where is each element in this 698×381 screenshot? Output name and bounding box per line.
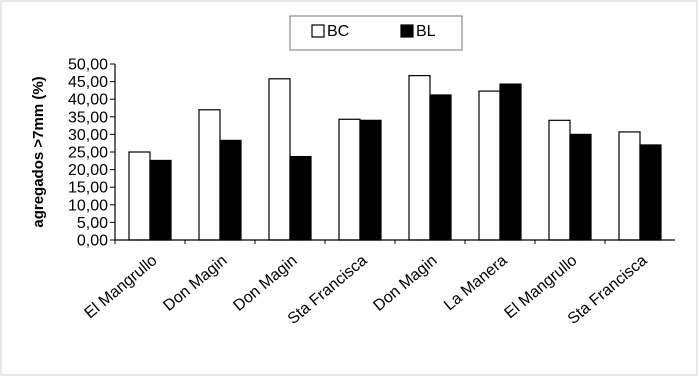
legend-label-bc: BC <box>327 23 349 40</box>
y-tick-label: 50,00 <box>68 57 108 74</box>
legend-swatch-bc <box>311 24 325 38</box>
y-tick-label: 45,00 <box>68 74 108 91</box>
bar-bl <box>289 155 312 241</box>
bar-bl <box>429 94 452 241</box>
y-tick-label: 5,00 <box>77 215 108 232</box>
legend-swatch-bl <box>400 24 414 38</box>
y-tick-label: 10,00 <box>68 197 108 214</box>
bar-bc <box>548 119 571 241</box>
y-tick-label: 25,00 <box>68 145 108 162</box>
bars <box>128 75 662 241</box>
bar-bl <box>499 83 522 241</box>
legend-label-bl: BL <box>416 23 436 40</box>
legend-item-bc: BC <box>311 23 349 40</box>
y-tick-label: 15,00 <box>68 180 108 197</box>
bar-bc <box>478 90 501 241</box>
bar-bc <box>268 78 291 241</box>
bar-bl <box>359 119 382 241</box>
y-tick-label: 20,00 <box>68 162 108 179</box>
y-tick-label: 30,00 <box>68 127 108 144</box>
legend: BC BL <box>289 15 463 51</box>
bar-bc <box>408 75 431 241</box>
bar-bl <box>219 139 242 241</box>
y-axis-ticks: 0,005,0010,0015,0020,0025,0030,0035,0040… <box>68 57 115 250</box>
legend-item-bl: BL <box>400 23 436 40</box>
y-tick-label: 35,00 <box>68 109 108 126</box>
bar-bl <box>149 159 172 241</box>
bar-bc <box>128 151 151 241</box>
y-tick-label: 0,00 <box>77 233 108 250</box>
y-tick-label: 40,00 <box>68 92 108 109</box>
bar-bc <box>338 118 361 241</box>
bar-bl <box>569 133 592 241</box>
y-axis-title: agregados >7mm (%) <box>30 76 47 227</box>
bar-bc <box>618 131 641 241</box>
bar-bc <box>198 109 221 241</box>
bar-bl <box>639 144 662 241</box>
